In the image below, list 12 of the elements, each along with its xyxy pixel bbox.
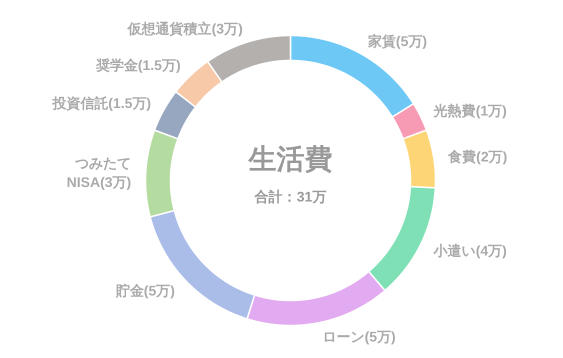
slice-label: 仮想通貨積立(3万): [126, 20, 243, 36]
slice-label: 奨学金(1.5万): [94, 56, 181, 73]
text: 生活費: [248, 143, 332, 174]
slice-label: 小遣い(4万): [432, 242, 507, 259]
slice-label: 光熱費(1万): [432, 102, 507, 118]
slice-label: 食費(2万): [447, 148, 508, 164]
slice-label: つみたて NISA(3万): [66, 154, 132, 190]
slice-label: 家賃(5万): [366, 33, 428, 50]
slice-label: 貯金(5万): [114, 282, 175, 298]
slice-label: ローン(5万): [322, 328, 396, 345]
text: 合計：31万: [254, 188, 326, 204]
slice-label: 投資信託(1.5万): [51, 95, 152, 112]
